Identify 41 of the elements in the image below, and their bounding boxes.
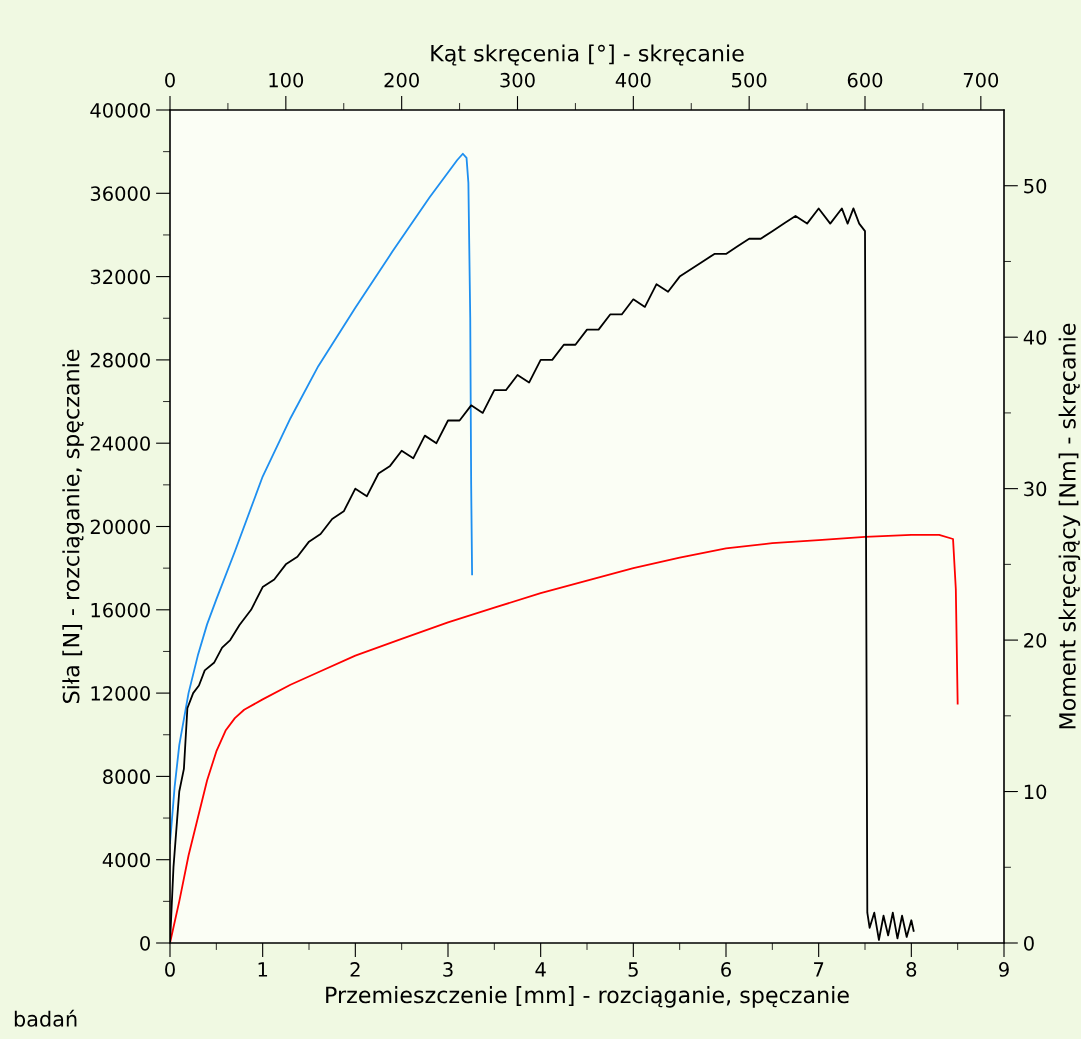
x-tick-label: 9	[999, 962, 1009, 977]
y-tick-label: 16000	[91, 602, 150, 618]
x-tick-label: 5	[628, 962, 638, 977]
x-tick-label: 7	[814, 962, 824, 977]
text: badań	[14, 1009, 77, 1027]
y-tick-label: 20000	[90, 519, 150, 535]
x-tick-label: 1	[258, 962, 268, 977]
y-tick-label: 40	[1023, 330, 1047, 345]
y-tick-label: 20	[1024, 633, 1047, 648]
y-tick-label: 30	[1024, 481, 1047, 497]
y-tick-label: 28000	[90, 352, 150, 368]
x-tick-label: 100	[269, 72, 304, 88]
y-axis-title: Moment skręcający [Nm] - skręcanie	[1058, 323, 1081, 729]
x-tick-label: 0	[165, 962, 175, 977]
y-tick-label: 0	[1024, 935, 1034, 951]
line-series	[170, 533, 959, 943]
x-tick-label: 8	[906, 962, 917, 977]
y-axis-title: Siła [N] - rozciąganie, spęczanie	[62, 349, 84, 703]
x-tick-label: 400	[615, 72, 651, 88]
x-tick-label: 300	[500, 72, 535, 88]
x-tick-label: 3	[443, 962, 453, 977]
x-tick-label: 500	[732, 72, 767, 88]
y-tick-label: 50	[1024, 178, 1047, 194]
y-tick-label: 32000	[90, 269, 150, 285]
x-tick-label: 200	[384, 72, 419, 88]
y-tick-label: 36000	[90, 186, 150, 201]
x-tick-label: 6	[721, 962, 731, 977]
y-tick-label: 40000	[90, 102, 150, 118]
y-tick-label: 12000	[91, 686, 150, 701]
y-tick-label: 10	[1024, 784, 1047, 800]
x-tick-label: 2	[350, 962, 360, 977]
y-tick-label: 8000	[103, 769, 150, 785]
x-axis-title: Kąt skręcenia [°] - skręcanie	[431, 44, 744, 66]
x-tick-label: 600	[847, 72, 883, 88]
x-axis-title: Przemieszczenie [mm] - rozciąganie, spęczanie	[326, 986, 849, 1008]
x-tick-label: 4	[535, 962, 546, 977]
y-tick-label: 0	[140, 935, 150, 951]
x-tick-label: 0	[165, 72, 175, 88]
y-tick-label: 24000	[90, 436, 150, 451]
y-tick-label: 4000	[102, 852, 150, 868]
x-tick-label: 700	[963, 72, 999, 88]
